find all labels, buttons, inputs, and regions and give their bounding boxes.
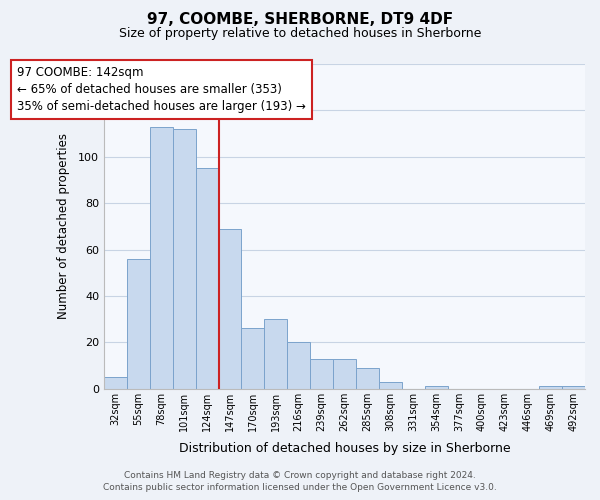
Y-axis label: Number of detached properties: Number of detached properties [57, 134, 70, 320]
Bar [333, 358, 356, 388]
Bar [287, 342, 310, 388]
Text: Contains HM Land Registry data © Crown copyright and database right 2024.
Contai: Contains HM Land Registry data © Crown c… [103, 471, 497, 492]
Bar [562, 386, 585, 388]
Bar [241, 328, 265, 388]
Bar [218, 228, 241, 388]
Bar [265, 319, 287, 388]
Bar [104, 377, 127, 388]
Bar [196, 168, 218, 388]
Bar [379, 382, 402, 388]
Bar [539, 386, 562, 388]
Bar [425, 386, 448, 388]
Bar [173, 129, 196, 388]
Text: 97 COOMBE: 142sqm
← 65% of detached houses are smaller (353)
35% of semi-detache: 97 COOMBE: 142sqm ← 65% of detached hous… [17, 66, 306, 114]
Bar [356, 368, 379, 388]
Text: 97, COOMBE, SHERBORNE, DT9 4DF: 97, COOMBE, SHERBORNE, DT9 4DF [147, 12, 453, 28]
Bar [310, 358, 333, 388]
Text: Size of property relative to detached houses in Sherborne: Size of property relative to detached ho… [119, 28, 481, 40]
X-axis label: Distribution of detached houses by size in Sherborne: Distribution of detached houses by size … [179, 442, 511, 455]
Bar [127, 259, 150, 388]
Bar [150, 126, 173, 388]
